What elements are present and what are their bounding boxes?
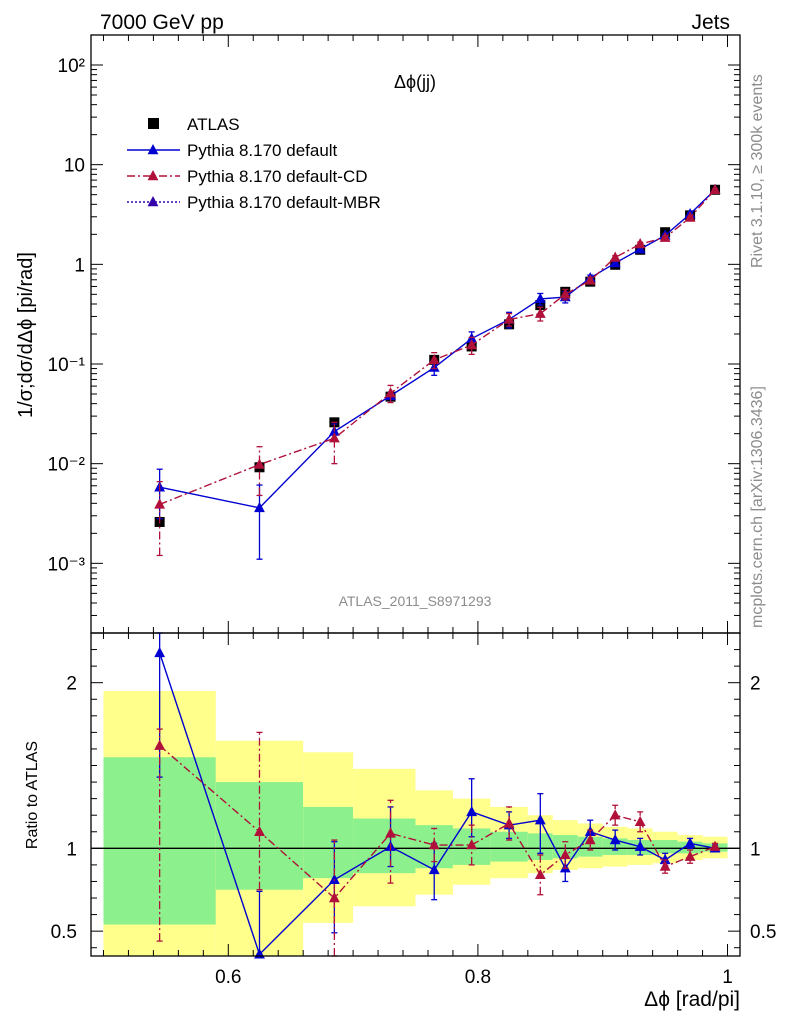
x-tick-label: 0.8 — [465, 967, 491, 988]
ratio-point — [428, 839, 440, 850]
ratio-point — [659, 860, 671, 871]
x-axis-label: Δϕ [rad/pi] — [644, 988, 740, 1011]
legend-marker — [147, 196, 159, 207]
ratio-point — [503, 817, 515, 828]
ratio-point — [559, 848, 571, 860]
series-line — [159, 189, 716, 509]
data-point — [659, 231, 671, 242]
legend-label: Pythia 8.170 default-CD — [187, 167, 368, 186]
data-point — [328, 432, 340, 443]
ratio-y-tick-label-right: 1 — [750, 839, 761, 860]
analysis-label: ATLAS_2011_S8971293 — [339, 593, 492, 609]
series-line — [159, 189, 716, 506]
ratio-point — [428, 863, 440, 875]
ratio-point — [634, 840, 646, 851]
ratio-y-tick-label: 1 — [66, 839, 77, 860]
data-point — [534, 307, 546, 318]
ratio-point — [534, 814, 546, 825]
data-point — [559, 288, 571, 299]
uncertainty-band-inner — [303, 806, 354, 879]
data-point — [609, 251, 621, 262]
data-point — [684, 211, 696, 222]
ratio-y-tick-label: 0.5 — [51, 922, 77, 943]
legend-label: ATLAS — [187, 115, 240, 134]
data-point — [609, 257, 621, 268]
ratio-y-tick-label-right: 0.5 — [750, 922, 776, 943]
ratio-point — [684, 837, 696, 848]
data-point — [154, 498, 166, 509]
ratio-point — [328, 892, 340, 903]
ratio-y-tick-label-right: 2 — [750, 674, 761, 695]
data-point — [634, 237, 646, 249]
data-point — [254, 501, 265, 513]
header-right: Jets — [691, 11, 730, 34]
legend: ATLAS Pythia 8.170 default Pythia 8.170 de… — [127, 115, 381, 212]
y-tick-label: 10⁻² — [48, 455, 86, 476]
ratio-point — [466, 805, 478, 817]
legend-marker — [148, 118, 159, 129]
ratio-point — [154, 646, 166, 658]
ratio-point — [254, 825, 265, 836]
ratio-point — [634, 815, 646, 827]
ratio-panel: 0.5 0.5 1 1 2 2 0.6 0.8 1 Ratio to ATLAS Δϕ [rad… — [24, 632, 776, 1011]
data-point — [584, 274, 596, 285]
ratio-point — [659, 853, 671, 865]
main-panel: 10⁻³ 10⁻² 10⁻¹ 1 10 10² 1/σ;dσ/dΔϕ [pi/rad] Δ… — [15, 34, 741, 634]
ratio-point — [534, 868, 546, 880]
observable-title: Δϕ(jj) — [394, 72, 436, 92]
data-point — [428, 353, 440, 365]
y-tick-label: 10⁻³ — [48, 554, 86, 575]
ratio-panel-frame — [90, 632, 741, 957]
ratio-point — [609, 809, 621, 820]
ratio-point — [609, 834, 621, 845]
data-point — [385, 387, 396, 398]
main-y-axis-label: 1/σ;dσ/dΔϕ [pi/rad] — [15, 252, 37, 418]
uncertainty-band-inner — [652, 840, 678, 854]
ratio-point — [466, 839, 478, 850]
legend-label: Pythia 8.170 default-MBR — [187, 193, 381, 212]
data-point — [466, 339, 478, 350]
rivet-label: Rivet 3.1.10, ≥ 300k events — [749, 74, 766, 268]
x-tick-label: 0.6 — [215, 967, 241, 988]
ratio-point — [584, 834, 596, 845]
y-tick-label: 10² — [58, 56, 85, 77]
legend-marker — [147, 144, 159, 155]
ratio-point — [328, 873, 340, 885]
ratio-y-axis-label: Ratio to ATLAS — [24, 741, 41, 849]
legend-label: Pythia 8.170 default — [187, 141, 338, 160]
ratio-point — [154, 739, 166, 750]
data-point — [534, 292, 546, 304]
data-point — [634, 243, 646, 254]
ratio-point — [385, 827, 396, 838]
y-tick-label: 10 — [64, 156, 85, 177]
ratio-y-tick-label: 2 — [66, 674, 77, 695]
x-tick-label: 1 — [722, 967, 733, 988]
legend-marker — [147, 170, 159, 181]
data-point — [254, 458, 265, 469]
data-point — [503, 313, 515, 324]
y-tick-label: 1 — [74, 255, 85, 276]
data-point — [709, 183, 721, 194]
header-left: 7000 GeV pp — [100, 11, 224, 34]
mcplots-label: mcplots.cern.ch [arXiv:1306.3436] — [749, 386, 766, 628]
ratio-point — [684, 850, 696, 861]
y-tick-label: 10⁻¹ — [48, 355, 86, 376]
ratio-point — [709, 840, 721, 851]
